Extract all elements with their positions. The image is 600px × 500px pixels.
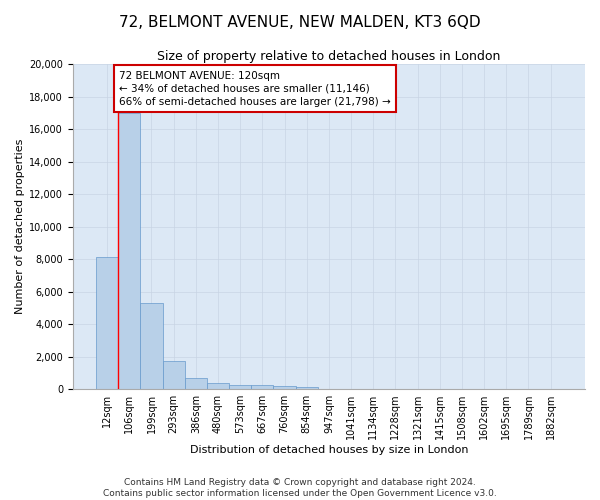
Y-axis label: Number of detached properties: Number of detached properties	[15, 139, 25, 314]
Bar	[251, 386, 274, 389]
Bar	[229, 384, 251, 389]
Text: 72, BELMONT AVENUE, NEW MALDEN, KT3 6QD: 72, BELMONT AVENUE, NEW MALDEN, KT3 6QD	[119, 15, 481, 30]
Bar	[163, 360, 185, 389]
Bar	[185, 378, 207, 389]
Title: Size of property relative to detached houses in London: Size of property relative to detached ho…	[157, 50, 500, 63]
Bar	[296, 386, 318, 389]
Bar	[140, 303, 163, 389]
X-axis label: Distribution of detached houses by size in London: Distribution of detached houses by size …	[190, 445, 468, 455]
Text: 72 BELMONT AVENUE: 120sqm
← 34% of detached houses are smaller (11,146)
66% of s: 72 BELMONT AVENUE: 120sqm ← 34% of detac…	[119, 70, 391, 107]
Bar	[96, 258, 118, 389]
Text: Contains HM Land Registry data © Crown copyright and database right 2024.
Contai: Contains HM Land Registry data © Crown c…	[103, 478, 497, 498]
Bar	[207, 384, 229, 389]
Bar	[118, 113, 140, 389]
Bar	[274, 386, 296, 389]
